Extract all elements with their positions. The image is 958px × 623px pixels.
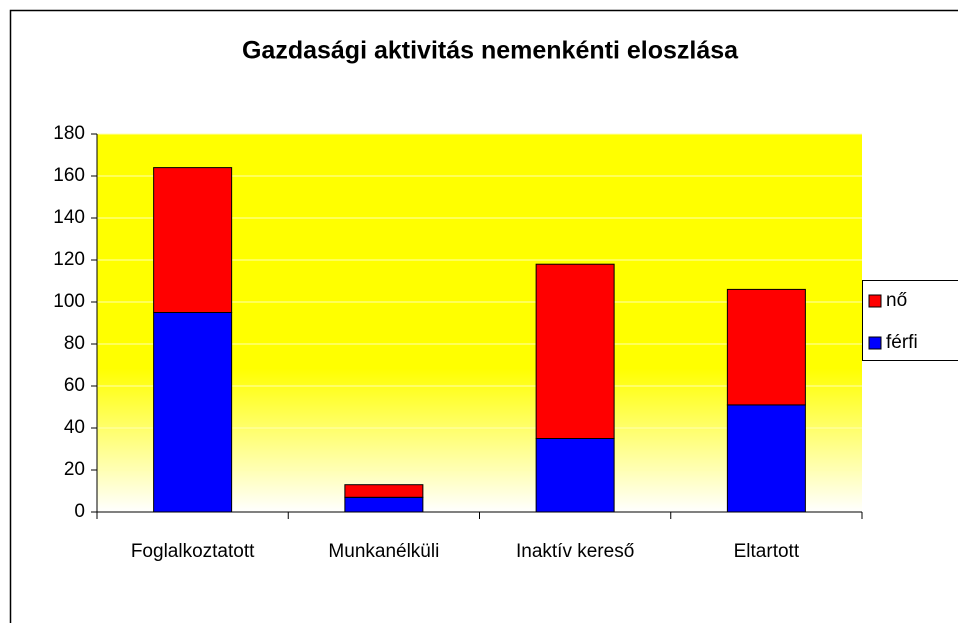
- y-tick-label: 100: [53, 291, 85, 312]
- x-tick-label: Munkanélküli: [328, 541, 439, 562]
- bar-segment: [726, 288, 806, 406]
- x-tick-label: Foglalkoztatott: [131, 541, 255, 562]
- y-tick-label: 160: [53, 165, 85, 186]
- y-tick-label: 120: [53, 249, 85, 270]
- y-tick-label: 140: [53, 207, 85, 228]
- legend-label: nő: [886, 290, 907, 311]
- y-tick-label: 40: [64, 417, 85, 438]
- y-tick-label: 80: [64, 333, 85, 354]
- bar-segment: [153, 312, 233, 513]
- bar-segment: [344, 496, 424, 513]
- chart-title: Gazdasági aktivitás nemenkénti eloszlása: [242, 37, 739, 65]
- x-tick-label: Inaktív kereső: [516, 541, 634, 562]
- y-tick-label: 0: [74, 501, 85, 522]
- legend-swatch: [868, 294, 882, 308]
- bar-segment: [535, 263, 615, 440]
- y-tick-label: 20: [64, 459, 85, 480]
- legend-swatch: [868, 336, 882, 350]
- bar-segment: [153, 167, 233, 313]
- legend-label: férfi: [886, 332, 918, 353]
- x-tick-label: Eltartott: [734, 541, 800, 562]
- y-tick-label: 60: [64, 375, 85, 396]
- y-tick-label: 180: [53, 123, 85, 144]
- bar-segment: [344, 484, 424, 498]
- bar-segment: [726, 404, 806, 513]
- bar-segment: [535, 438, 615, 513]
